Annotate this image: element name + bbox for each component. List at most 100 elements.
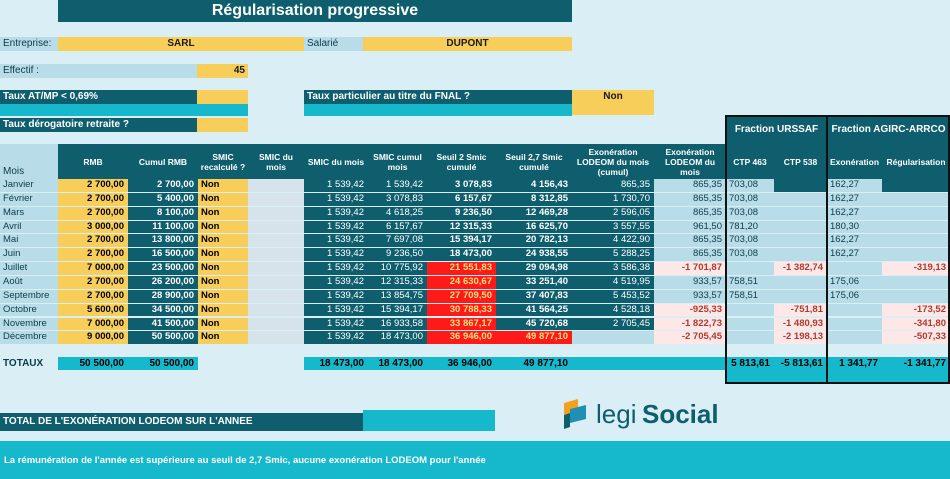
- salarie-field[interactable]: DUPONT: [363, 37, 572, 51]
- cell-exo-mois: -925,33: [654, 303, 726, 317]
- cell-rmb[interactable]: 9 000,00: [58, 331, 128, 345]
- cell-exo-mois: 933,57: [654, 275, 726, 289]
- cell-ctp-538: [774, 220, 827, 234]
- header-regularisation: Régularisation: [882, 144, 950, 179]
- cell-seuil-27: 12 469,28: [496, 206, 572, 220]
- cell-seuil-2: 15 394,17: [427, 234, 496, 248]
- totaux-label: TOTAUX: [3, 358, 44, 369]
- cell-rmb[interactable]: 2 700,00: [58, 248, 128, 262]
- cell-ctp-463: 758,51: [726, 275, 774, 289]
- cell-smic-recalcule[interactable]: Non: [198, 317, 248, 331]
- entreprise-field[interactable]: SARL: [58, 37, 304, 51]
- cell-seuil-27: 33 251,40: [496, 275, 572, 289]
- cell-rmb[interactable]: 2 700,00: [58, 192, 128, 206]
- cell-exo-cumul: 865,35: [572, 179, 654, 192]
- cell-smic-du-mois-blank: [248, 192, 304, 206]
- cell-smic-mois: 1 539,42: [304, 331, 368, 345]
- cell-seuil-2: 30 788,33: [427, 303, 496, 317]
- header-seuil-2: Seuil 2 Smic cumulé: [427, 144, 496, 179]
- header-mois: Mois: [0, 166, 58, 179]
- cell-cumul-rmb: 41 500,00: [128, 317, 198, 331]
- cell-agirc-reg: [882, 192, 950, 206]
- cell-ctp-538: [774, 206, 827, 220]
- cell-rmb[interactable]: 2 700,00: [58, 289, 128, 303]
- taux-atmp-field[interactable]: [197, 90, 248, 104]
- cell-cumul-rmb: 50 500,00: [128, 331, 198, 345]
- cell-cumul-rmb: 5 400,00: [128, 192, 198, 206]
- cell-smic-cumul: 18 473,00: [368, 331, 427, 345]
- cell-ctp-538: [774, 192, 827, 206]
- header-cumul-rmb: Cumul RMB: [128, 144, 198, 179]
- cell-seuil-2: 21 551,83: [427, 262, 496, 275]
- cell-agirc-exo: 162,27: [827, 234, 882, 248]
- cell-smic-du-mois-blank: [248, 206, 304, 220]
- cell-smic-cumul: 6 157,67: [368, 220, 427, 234]
- cell-mois: Janvier: [0, 179, 58, 192]
- cell-smic-recalcule[interactable]: Non: [198, 248, 248, 262]
- cell-cumul-rmb: 23 500,00: [128, 262, 198, 275]
- header-smic-recalcule: SMIC recalculé ?: [198, 144, 248, 179]
- cell-smic-recalcule[interactable]: Non: [198, 220, 248, 234]
- cell-smic-recalcule[interactable]: Non: [198, 262, 248, 275]
- cell-smic-recalcule[interactable]: Non: [198, 206, 248, 220]
- cell-agirc-exo: 162,27: [827, 206, 882, 220]
- cell-exo-cumul: 5 453,52: [572, 289, 654, 303]
- taux-fnal-label: Taux particulier au titre du FNAL ?: [304, 90, 572, 104]
- cell-smic-recalcule[interactable]: Non: [198, 331, 248, 345]
- cell-smic-mois: 1 539,42: [304, 275, 368, 289]
- cell-cumul-rmb: 34 500,00: [128, 303, 198, 317]
- cell-mois: Décembre: [0, 331, 58, 345]
- cell-rmb[interactable]: 7 000,00: [58, 262, 128, 275]
- cell-smic-mois: 1 539,42: [304, 220, 368, 234]
- header-exoneration: Exonération: [827, 144, 882, 179]
- cell-rmb[interactable]: 3 000,00: [58, 220, 128, 234]
- taux-retraite-field[interactable]: [197, 118, 248, 132]
- cell-rmb[interactable]: 2 700,00: [58, 179, 128, 192]
- table-row: Octobre 5 600,00 34 500,00 Non 1 539,42 15 39…: [0, 303, 950, 318]
- cell-smic-mois: 1 539,42: [304, 179, 368, 192]
- cell-ctp-463: [726, 331, 774, 345]
- cell-seuil-27: 16 625,70: [496, 220, 572, 234]
- cell-rmb[interactable]: 2 700,00: [58, 234, 128, 248]
- effectif-field[interactable]: 45: [197, 64, 248, 78]
- totaux-row: TOTAUX 50 500,00 50 500,00 18 473,00 18 …: [0, 357, 950, 370]
- cell-rmb[interactable]: 2 700,00: [58, 206, 128, 220]
- header-ctp-463: CTP 463: [726, 144, 774, 179]
- cell-smic-recalcule[interactable]: Non: [198, 303, 248, 317]
- cell-smic-recalcule[interactable]: Non: [198, 179, 248, 192]
- cell-seuil-27: 45 720,68: [496, 317, 572, 331]
- cell-smic-cumul: 13 854,75: [368, 289, 427, 303]
- cell-agirc-exo: [827, 262, 882, 275]
- cell-seuil-2: 36 946,00: [427, 331, 496, 345]
- cell-rmb[interactable]: 5 600,00: [58, 303, 128, 317]
- cell-smic-mois: 1 539,42: [304, 234, 368, 248]
- cell-smic-du-mois-blank: [248, 248, 304, 262]
- cell-rmb[interactable]: 2 700,00: [58, 275, 128, 289]
- taux-fnal-field[interactable]: Non: [572, 90, 654, 115]
- cell-smic-mois: 1 539,42: [304, 192, 368, 206]
- totaux-band: [726, 370, 950, 382]
- cell-agirc-reg: [882, 234, 950, 248]
- cell-smic-recalcule[interactable]: Non: [198, 192, 248, 206]
- fraction-agirc-header: Fraction AGIRC-ARRCO: [827, 116, 950, 144]
- cell-ctp-463: 758,51: [726, 289, 774, 303]
- table-row: Novembre 7 000,00 41 500,00 Non 1 539,42 16 9…: [0, 317, 950, 332]
- cell-smic-cumul: 10 775,92: [368, 262, 427, 275]
- cell-ctp-463: 703,08: [726, 248, 774, 262]
- cell-smic-du-mois-blank: [248, 317, 304, 331]
- header-rmb: RMB: [58, 144, 128, 179]
- cell-smic-recalcule[interactable]: Non: [198, 275, 248, 289]
- cell-seuil-2: 27 709,50: [427, 289, 496, 303]
- cell-rmb[interactable]: 7 000,00: [58, 317, 128, 331]
- cell-smic-recalcule[interactable]: Non: [198, 289, 248, 303]
- header-exo-mois: Exonération LODEOM du mois: [654, 144, 726, 179]
- cell-mois: Octobre: [0, 303, 58, 317]
- totaux-ctp-538: -5 813,61: [774, 357, 827, 370]
- table-row: Juillet 7 000,00 23 500,00 Non 1 539,42 10 77…: [0, 262, 950, 276]
- urssaf-frame: [725, 115, 828, 384]
- cell-smic-recalcule[interactable]: Non: [198, 234, 248, 248]
- cell-ctp-538: [774, 234, 827, 248]
- cell-cumul-rmb: 28 900,00: [128, 289, 198, 303]
- cell-cumul-rmb: 2 700,00: [128, 179, 198, 192]
- taux-atmp-label: Taux AT/MP < 0,69%: [0, 90, 197, 104]
